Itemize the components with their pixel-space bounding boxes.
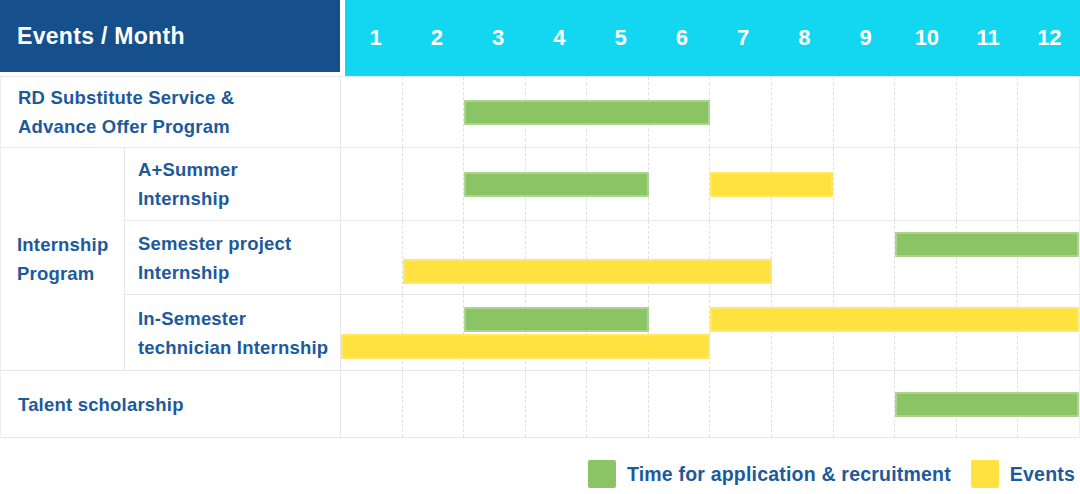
- month-column: [834, 221, 896, 294]
- month-gridlines: [341, 77, 1079, 147]
- month-column: [834, 77, 896, 147]
- month-column: [403, 371, 465, 437]
- events-bar: [403, 259, 772, 284]
- row-label-line: Internship: [138, 184, 340, 213]
- month-column: [649, 148, 711, 220]
- month-header-9: 9: [835, 0, 896, 76]
- month-column: [957, 77, 1019, 147]
- month-column: [710, 371, 772, 437]
- gantt-table-body: RD Substitute Service & Advance Offer Pr…: [0, 76, 1080, 438]
- month-header-8: 8: [774, 0, 835, 76]
- month-header-1: 1: [345, 0, 406, 76]
- application-recruitment-bar: [464, 307, 649, 332]
- month-header-6: 6: [651, 0, 712, 76]
- row-semester-project-internship: Semester project Internship: [125, 221, 1079, 295]
- row-label-line: RD Substitute Service &: [18, 83, 340, 112]
- month-column: [341, 295, 403, 370]
- internship-sub-rows: A+Summer Internship Semester project Int…: [125, 148, 1079, 370]
- row-label-line: Talent scholarship: [18, 390, 340, 419]
- internship-program-group: Internship Program A+Summer Internship S…: [1, 148, 1079, 371]
- gantt-cell-a-plus-summer: [341, 148, 1079, 220]
- month-column: [1018, 148, 1079, 220]
- application-recruitment-bar: [895, 232, 1080, 257]
- month-column: [341, 371, 403, 437]
- month-column: [772, 371, 834, 437]
- month-column: [403, 295, 465, 370]
- row-in-semester-technician-internship: In-Semester technician Internship: [125, 295, 1079, 370]
- row-label-rd-substitute: RD Substitute Service & Advance Offer Pr…: [1, 77, 341, 147]
- row-talent-scholarship: Talent scholarship: [1, 371, 1079, 438]
- green-swatch-icon: [588, 460, 616, 488]
- row-label-in-semester-technician: In-Semester technician Internship: [125, 295, 341, 370]
- month-column: [1018, 77, 1079, 147]
- row-label-semester-project: Semester project Internship: [125, 221, 341, 294]
- month-column: [587, 371, 649, 437]
- yellow-swatch-icon: [971, 460, 999, 488]
- legend-label: Events: [1010, 463, 1075, 486]
- row-label-line: Internship: [138, 258, 340, 287]
- row-label-talent-scholarship: Talent scholarship: [1, 371, 341, 437]
- month-column: [649, 371, 711, 437]
- events-bar: [341, 334, 710, 359]
- group-label-line: Internship: [17, 230, 124, 259]
- month-column: [710, 77, 772, 147]
- row-label-line: A+Summer: [138, 155, 340, 184]
- month-column: [895, 77, 957, 147]
- month-header-11: 11: [958, 0, 1019, 76]
- events-month-header-cell: Events / Month: [0, 0, 340, 72]
- month-column: [649, 295, 711, 370]
- month-column: [957, 148, 1019, 220]
- month-column: [464, 371, 526, 437]
- month-column: [341, 148, 403, 220]
- month-column: [403, 77, 465, 147]
- row-label-line: Advance Offer Program: [18, 112, 340, 141]
- row-rd-substitute-service: RD Substitute Service & Advance Offer Pr…: [1, 77, 1079, 148]
- month-column: [403, 148, 465, 220]
- gantt-schedule-page: Events / Month 123456789101112 RD Substi…: [0, 0, 1080, 494]
- gantt-cell-in-semester-technician: [341, 295, 1079, 370]
- legend-item-application-recruitment: Time for application & recruitment: [588, 460, 951, 488]
- legend-label: Time for application & recruitment: [627, 463, 951, 486]
- month-column: [341, 77, 403, 147]
- application-recruitment-bar: [464, 100, 710, 125]
- application-recruitment-bar: [895, 392, 1080, 417]
- month-column: [341, 221, 403, 294]
- row-label-line: In-Semester: [138, 304, 340, 333]
- month-header-12: 12: [1019, 0, 1080, 76]
- row-label-line: Semester project: [138, 229, 340, 258]
- events-bar: [710, 172, 833, 197]
- month-column: [895, 148, 957, 220]
- gantt-cell-rd-substitute: [341, 77, 1079, 147]
- month-column: [526, 371, 588, 437]
- month-header-row: 123456789101112: [345, 0, 1080, 76]
- row-a-plus-summer-internship: A+Summer Internship: [125, 148, 1079, 221]
- group-label-line: Program: [17, 259, 124, 288]
- gantt-cell-talent-scholarship: [341, 371, 1079, 437]
- row-label-line: technician Internship: [138, 333, 340, 362]
- events-bar: [710, 307, 1079, 332]
- gantt-cell-semester-project: [341, 221, 1079, 294]
- table-header: Events / Month 123456789101112: [0, 0, 1080, 76]
- month-header-5: 5: [590, 0, 651, 76]
- month-column: [772, 221, 834, 294]
- month-header-10: 10: [896, 0, 957, 76]
- month-column: [834, 371, 896, 437]
- group-label-internship-program: Internship Program: [1, 148, 125, 370]
- month-header-4: 4: [529, 0, 590, 76]
- month-column: [772, 77, 834, 147]
- month-header-3: 3: [468, 0, 529, 76]
- month-column: [834, 148, 896, 220]
- legend: Time for application & recruitment Event…: [0, 460, 1080, 488]
- month-header-2: 2: [406, 0, 467, 76]
- legend-item-events: Events: [971, 460, 1075, 488]
- month-header-7: 7: [713, 0, 774, 76]
- page-title: Events / Month: [17, 23, 185, 50]
- row-label-a-plus-summer: A+Summer Internship: [125, 148, 341, 220]
- application-recruitment-bar: [464, 172, 649, 197]
